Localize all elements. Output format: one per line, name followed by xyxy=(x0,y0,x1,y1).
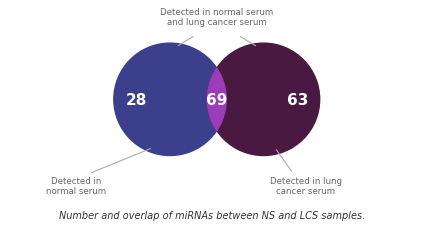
Text: 69: 69 xyxy=(206,92,227,107)
Ellipse shape xyxy=(114,44,226,156)
Text: Detected in normal serum
and lung cancer serum: Detected in normal serum and lung cancer… xyxy=(160,8,273,27)
Text: 28: 28 xyxy=(126,92,147,107)
Polygon shape xyxy=(207,69,226,131)
Text: Detected in
normal serum: Detected in normal serum xyxy=(46,176,107,195)
Text: Detected in lung
cancer serum: Detected in lung cancer serum xyxy=(270,176,342,195)
Text: Number and overlap of miRNAs between NS and LCS samples.: Number and overlap of miRNAs between NS … xyxy=(60,210,366,220)
Text: 63: 63 xyxy=(286,92,308,107)
Ellipse shape xyxy=(207,44,320,156)
